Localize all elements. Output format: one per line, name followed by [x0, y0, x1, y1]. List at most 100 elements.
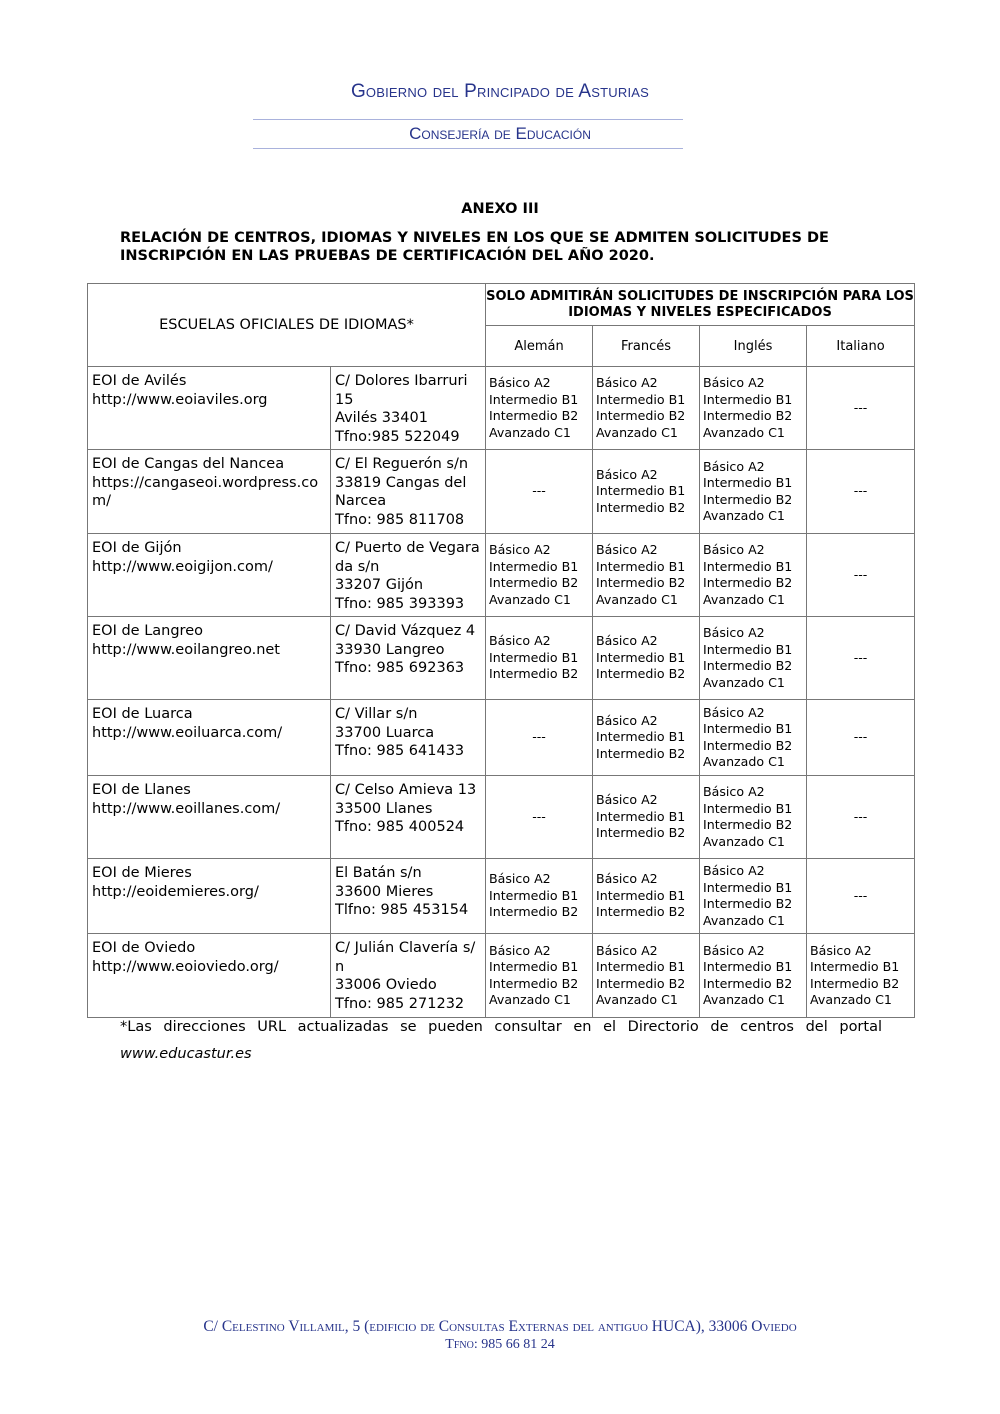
table-row: EOI de Luarca http://www.eoiluarca.com/C/…: [87, 699, 916, 776]
levels-cell-line: Básico A2: [596, 542, 658, 557]
levels-cell-line: Intermedio B2: [703, 975, 793, 991]
header-divider: [253, 119, 683, 120]
levels-cell-line: Básico A2: [596, 792, 658, 808]
levels-cell-line: Intermedio B1: [596, 729, 686, 745]
levels-cell-line: Intermedio B2: [703, 896, 793, 911]
levels-cell: ---: [806, 616, 916, 700]
levels-cell-line: Básico A2: [703, 942, 765, 958]
levels-cell-line: Intermedio B2: [703, 737, 793, 753]
levels-cell-line: Básico A2: [703, 542, 765, 557]
address-cell: El Batán s/n 33600 Mieres Tlfno: 985 45315…: [329, 858, 487, 934]
levels-cell-line: Intermedio B2: [489, 666, 579, 682]
school-cell-line: https://cangaseoi.wordpress.com/: [92, 474, 319, 510]
address-cell: C/ Villar s/n 33700 Luarca Tfno: 985 64143…: [329, 699, 487, 776]
levels-cell-line: Intermedio B1: [596, 483, 686, 499]
table-body: EOI de Avilés http://www.eoiaviles.org C/ …: [87, 366, 916, 1018]
levels-cell: ---: [806, 366, 916, 450]
levels-cell-line: Intermedio B1: [596, 558, 686, 574]
address-cell-line: Tfno: 985 692363: [335, 660, 465, 676]
levels-cell-line: Intermedio B1: [596, 649, 686, 665]
address-cell-line: Tfno: 985 271232: [335, 995, 465, 1012]
address-cell-line: El Batán s/n: [335, 865, 422, 881]
address-cell-line: Tfno: 985 400524: [335, 819, 465, 835]
levels-cell: Básico A2 Intermedio B1 Intermedio B2: [592, 616, 701, 700]
levels-cell-line: Avanzado C1: [703, 833, 785, 849]
school-cell: EOI de Luarca http://www.eoiluarca.com/: [87, 699, 331, 776]
levels-cell-line: Intermedio B1: [489, 391, 579, 407]
levels-cell-line: Intermedio B2: [489, 408, 579, 423]
levels-cell-line: Avanzado C1: [810, 992, 892, 1007]
address-cell-line: Tlfno: 985 453154: [335, 902, 469, 918]
school-cell-line: http://eoidemieres.org/: [92, 883, 259, 900]
levels-cell: Básico A2 Intermedio B1 Intermedio B2 Avanz…: [485, 933, 594, 1018]
levels-cell-line: Básico A2: [489, 942, 551, 958]
levels-cell: ---: [485, 449, 594, 534]
levels-cell: Básico A2 Intermedio B1 Intermedio B2 Avanz…: [699, 933, 808, 1018]
school-cell-line: http://www.eoiluarca.com/: [92, 724, 283, 741]
address-cell-line: 33700 Luarca: [335, 724, 435, 741]
levels-cell-line: Básico A2: [703, 625, 765, 640]
address-cell-line: C/ Villar s/n: [335, 706, 418, 722]
table-row: EOI de Langreo http://www.eoilangreo.net C…: [87, 616, 916, 700]
levels-cell-line: Intermedio B1: [489, 887, 579, 903]
address-cell-line: Tfno: 985 811708: [335, 511, 465, 528]
restriction-column-header: SOLO ADMITIRÁN SOLICITUDES DE INSCRIPCIÓ…: [485, 283, 916, 326]
levels-cell-line: Básico A2: [596, 466, 658, 482]
school-cell-line: http://www.eoiaviles.org: [92, 391, 268, 408]
table-row: EOI de Cangas del Nancea https://cangaseo…: [87, 449, 916, 534]
address-cell: C/ David Vázquez 4 33930 Langreo Tfno: 985…: [329, 616, 487, 700]
address-cell-line: 33006 Oviedo: [335, 977, 437, 993]
levels-cell-line: Intermedio B2: [596, 904, 686, 920]
levels-cell-line: ---: [853, 483, 868, 499]
levels-cell-line: Intermedio B2: [810, 975, 900, 991]
school-cell: EOI de Oviedo http://www.eoioviedo.org/: [87, 933, 331, 1018]
levels-cell: Básico A2 Intermedio B1 Intermedio B2 Avanz…: [485, 533, 594, 617]
school-cell-line: EOI de Gijón: [92, 540, 182, 556]
footnote-url: www.educastur.es: [120, 1046, 252, 1062]
levels-cell-line: Básico A2: [489, 375, 551, 390]
levels-cell-line: Intermedio B2: [596, 975, 686, 991]
levels-cell: Básico A2 Intermedio B1 Intermedio B2 Avanz…: [699, 775, 808, 859]
levels-cell-line: Intermedio B2: [703, 575, 793, 590]
address-cell-line: 33819 Cangas del Narcea: [335, 474, 467, 510]
levels-cell: Básico A2 Intermedio B1 Intermedio B2 Avanz…: [592, 533, 701, 617]
levels-cell-line: ---: [853, 808, 868, 824]
levels-cell-line: Básico A2: [810, 942, 872, 958]
address-cell-line: Tfno:985 522049: [335, 428, 460, 445]
levels-cell-line: Intermedio B2: [703, 408, 793, 423]
footer-address: C/ Celestino Villamil, 5 (edificio de Co…: [203, 1318, 797, 1335]
levels-cell-line: Básico A2: [596, 375, 658, 390]
school-cell-line: http://www.eoioviedo.org/: [92, 958, 279, 975]
levels-cell-line: Avanzado C1: [596, 992, 678, 1007]
levels-cell-line: Avanzado C1: [596, 591, 678, 607]
school-cell: EOI de Cangas del Nancea https://cangaseo…: [87, 449, 331, 534]
levels-cell-line: Intermedio B2: [489, 975, 579, 991]
school-cell: EOI de Mieres http://eoidemieres.org/: [87, 858, 331, 934]
levels-cell-line: Básico A2: [489, 633, 551, 649]
levels-cell-line: Avanzado C1: [703, 591, 785, 607]
language-header-frances: Francés: [592, 325, 701, 367]
levels-cell-line: Intermedio B2: [703, 817, 793, 832]
school-cell-line: http://www.eoillanes.com/: [92, 800, 281, 817]
levels-cell-line: ---: [532, 808, 546, 824]
levels-cell: Básico A2 Intermedio B1 Intermedio B2: [592, 858, 701, 934]
levels-cell: ---: [806, 449, 916, 534]
levels-cell-line: Intermedio B1: [596, 959, 686, 974]
address-cell-line: C/ Puerto de Vegarada s/n: [335, 540, 480, 575]
levels-cell-line: Intermedio B1: [703, 959, 793, 974]
levels-cell-line: ---: [853, 649, 868, 665]
levels-cell-line: ---: [853, 399, 868, 415]
school-cell: EOI de Gijón http://www.eoigijon.com/: [87, 533, 331, 617]
address-cell-line: 33930 Langreo: [335, 641, 445, 658]
levels-cell: ---: [806, 858, 916, 934]
address-cell: C/ Dolores Ibarruri 15 Avilés 33401 Tfno:9…: [329, 366, 487, 450]
levels-cell-line: Intermedio B1: [596, 808, 686, 824]
school-cell-line: http://www.eoigijon.com/: [92, 558, 273, 575]
levels-cell-line: Intermedio B1: [703, 558, 793, 574]
levels-cell-line: Intermedio B1: [489, 558, 579, 574]
school-cell: EOI de Llanes http://www.eoillanes.com/: [87, 775, 331, 859]
school-cell-line: EOI de Avilés: [92, 373, 187, 389]
levels-cell-line: Avanzado C1: [703, 912, 785, 928]
levels-cell-line: Intermedio B1: [703, 721, 793, 736]
levels-cell-line: Avanzado C1: [703, 754, 785, 769]
